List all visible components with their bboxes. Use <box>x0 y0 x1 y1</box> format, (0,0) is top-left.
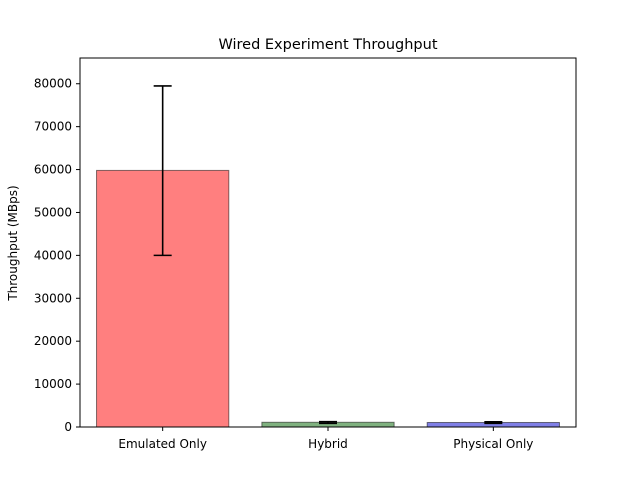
y-tick-label: 60000 <box>34 163 72 177</box>
x-tick-label: Hybrid <box>308 437 348 451</box>
error-bars-layer <box>153 85 503 425</box>
y-tick-label: 40000 <box>34 248 72 262</box>
error-bar <box>153 85 172 257</box>
y-tick-label: 10000 <box>34 377 72 391</box>
y-axis-label: Throughput (MBps) <box>6 185 20 301</box>
x-ticks-layer: Emulated Only Hybrid Physical Only <box>118 427 533 451</box>
y-tick-label: 80000 <box>34 77 72 91</box>
chart-title: Wired Experiment Throughput <box>218 37 437 53</box>
x-tick-label: Physical Only <box>453 437 533 451</box>
y-tick-label: 0 <box>64 420 72 434</box>
y-ticks-layer: 0 10000 20000 30000 40000 50000 60000 70000 8000… <box>34 77 80 434</box>
bars-layer <box>96 169 560 428</box>
error-bar <box>319 420 337 425</box>
y-tick-label: 50000 <box>34 205 72 219</box>
error-bar <box>484 421 503 425</box>
y-tick-label: 20000 <box>34 334 72 348</box>
y-tick-label: 70000 <box>34 120 72 134</box>
x-tick-label: Emulated Only <box>118 437 207 451</box>
plot-frame <box>79 57 577 428</box>
y-tick-label: 30000 <box>34 291 72 305</box>
